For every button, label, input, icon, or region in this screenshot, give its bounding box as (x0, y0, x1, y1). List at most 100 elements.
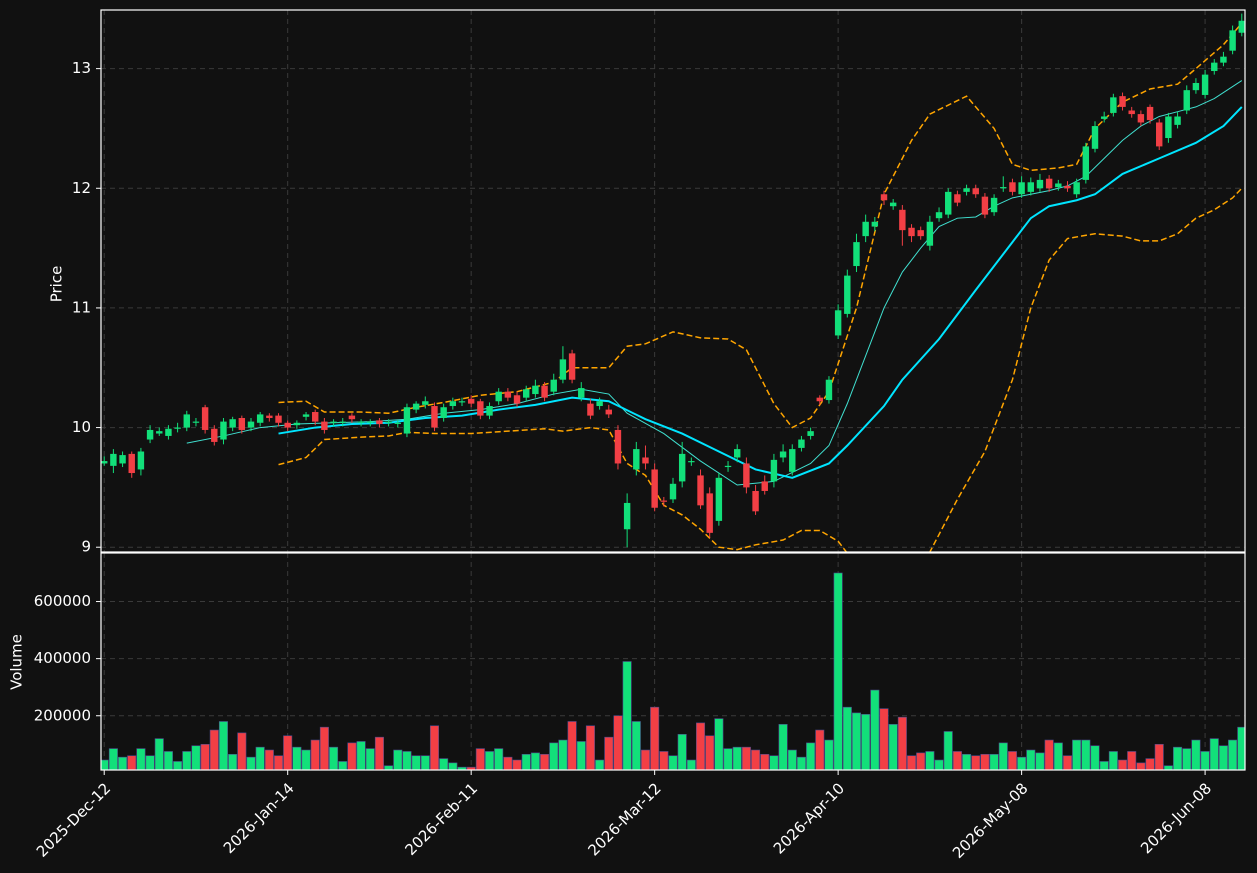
volume-bar (1118, 759, 1128, 770)
volume-bar (824, 739, 834, 770)
volume-bar (319, 726, 329, 770)
candle-body (651, 469, 658, 508)
volume-bar (677, 734, 687, 770)
volume-bar (127, 755, 137, 770)
y-tick-label: 13 (72, 59, 91, 77)
volume-bar (1127, 751, 1137, 770)
overlay-line (278, 187, 1243, 552)
volume-bar (411, 755, 421, 770)
volume-bar (1072, 739, 1082, 770)
volume-bar (475, 748, 485, 770)
candle-body (614, 429, 622, 464)
volume-bar (549, 742, 559, 770)
volume-bar (851, 712, 862, 770)
candle-body (284, 422, 291, 428)
candle-body (880, 194, 888, 201)
candle-body (174, 427, 181, 429)
volume-bar (1062, 755, 1073, 770)
volume-bar (154, 738, 164, 770)
volume-bar (861, 714, 871, 770)
volume-bar (228, 753, 238, 770)
volume-bar (1136, 762, 1146, 770)
candle-body (981, 196, 989, 215)
candle-body (128, 453, 135, 474)
candle-body (1110, 97, 1117, 113)
volume-tick-label: 200000 (34, 706, 91, 724)
candle-body (734, 449, 741, 458)
volume-bar (1218, 745, 1228, 770)
volume-bar (365, 748, 375, 770)
volume-bar (173, 761, 183, 770)
volume-bar (512, 759, 522, 770)
volume-bar (163, 751, 173, 770)
candle-body (1009, 182, 1016, 192)
volume-bar (1200, 751, 1210, 770)
volume-bar (329, 746, 339, 770)
candle-body (1091, 126, 1099, 149)
candle-body (1027, 182, 1034, 192)
volume-bar (971, 755, 981, 770)
candle-body (834, 310, 842, 336)
candle-body (1045, 178, 1053, 189)
candle-body (945, 191, 952, 215)
volume-bar (741, 746, 751, 770)
candle-body (1018, 182, 1025, 195)
volume-bar (1228, 739, 1238, 770)
candle-body (467, 398, 475, 404)
volume-bar (769, 755, 779, 770)
volume-bar (218, 721, 228, 770)
candle-body (1073, 182, 1080, 195)
volume-bar (714, 718, 724, 770)
volume-bar (237, 732, 247, 770)
candle-body (1137, 114, 1145, 123)
candle-body (706, 493, 713, 533)
volume-bar (264, 749, 274, 770)
volume-bar (1026, 749, 1036, 770)
candle-body (201, 407, 209, 430)
volume-bar (384, 765, 394, 770)
candle-body (899, 209, 906, 231)
volume-bar (255, 746, 265, 770)
candle-body (532, 385, 539, 395)
volume-bar (567, 721, 577, 770)
candle-body (376, 420, 383, 424)
volume-bar (640, 749, 650, 770)
volume-bar (888, 724, 898, 770)
volume-frame (100, 552, 1246, 771)
volume-bar (200, 744, 210, 770)
volume-bar (1044, 739, 1054, 770)
candle-body (642, 457, 649, 464)
candle-body (110, 453, 117, 466)
candle-body (312, 412, 319, 422)
volume-bar (1081, 739, 1091, 770)
volume-bar (448, 762, 458, 770)
candle-body (770, 459, 778, 482)
candle-body (458, 401, 466, 403)
candle-body (789, 449, 796, 472)
volume-bar (760, 753, 770, 770)
candle-body (1201, 74, 1209, 95)
volume-bar (145, 755, 155, 770)
candle-body (403, 407, 411, 434)
volume-bar (723, 748, 733, 770)
volume-bar (1209, 738, 1219, 770)
volume-bar (191, 745, 201, 770)
volume-bar (732, 746, 742, 770)
volume-bar (136, 748, 146, 770)
volume-bar (842, 706, 852, 770)
volume-bar (540, 753, 550, 770)
candle-body (394, 422, 401, 424)
volume-bar (283, 735, 293, 770)
candle-body (1055, 183, 1062, 188)
candle-body (798, 439, 805, 448)
candle-body (1036, 179, 1044, 189)
candle-body (211, 428, 218, 442)
candle-body (724, 465, 732, 468)
candle-body (293, 422, 301, 426)
volume-bar (1053, 742, 1063, 770)
volume-bar (815, 729, 825, 770)
candle-body (889, 202, 897, 207)
candle-body (825, 379, 833, 401)
candle-body (412, 403, 420, 410)
volume-bar (301, 749, 311, 770)
